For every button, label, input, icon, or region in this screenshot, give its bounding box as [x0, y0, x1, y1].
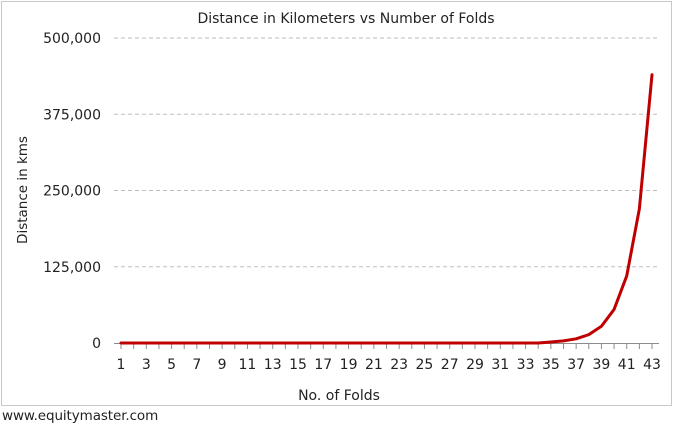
x-tick-label: 11	[239, 357, 257, 373]
x-tick-label: 43	[643, 357, 661, 373]
series-layer	[119, 73, 654, 345]
x-tick-label: 27	[441, 357, 459, 373]
x-tick-label: 39	[593, 357, 611, 373]
x-tick-label: 7	[192, 357, 201, 373]
gridlines	[114, 37, 659, 268]
x-tick-label: 37	[567, 357, 585, 373]
x-tick-label: 17	[314, 357, 332, 373]
y-tick-label: 500,000	[43, 31, 101, 47]
x-tick-label: 1	[117, 357, 126, 373]
x-tick-label: 41	[618, 357, 636, 373]
x-tick-label: 5	[167, 357, 176, 373]
chart-title: Distance in Kilometers vs Number of Fold…	[197, 11, 494, 27]
x-axis-label: No. of Folds	[298, 388, 380, 404]
x-tick-label: 9	[218, 357, 227, 373]
chart-frame	[1, 1, 672, 406]
x-tick-label: 25	[416, 357, 434, 373]
y-tick-label: 250,000	[43, 184, 101, 200]
x-tick-label: 29	[466, 357, 484, 373]
y-tick-label: 0	[92, 336, 101, 352]
x-tick-label: 13	[264, 357, 282, 373]
x-tick-label: 15	[289, 357, 307, 373]
x-tick-label: 21	[365, 357, 383, 373]
x-tick-label: 19	[340, 357, 358, 373]
series-line	[119, 73, 654, 345]
y-axis-label: Distance in kms	[15, 136, 31, 244]
x-tick-label: 23	[390, 357, 408, 373]
x-axis-tick-labels: 1 3 5 7 9 11 13 15 17 19 21 23 25 27 29 31 33 35 37 39 41 43	[117, 357, 661, 373]
x-tick-label: 33	[517, 357, 535, 373]
y-tick-label: 375,000	[43, 107, 101, 123]
x-tick-label: 3	[142, 357, 151, 373]
y-axis-tick-labels: 0 125,000 250,000 375,000 500,000	[43, 31, 101, 352]
source-watermark: www.equitymaster.com	[2, 408, 159, 424]
x-tick-label: 31	[491, 357, 509, 373]
y-tick-label: 125,000	[43, 260, 101, 276]
line-chart: Distance in Kilometers vs Number of Fold…	[15, 11, 661, 404]
x-tick-label: 35	[542, 357, 560, 373]
